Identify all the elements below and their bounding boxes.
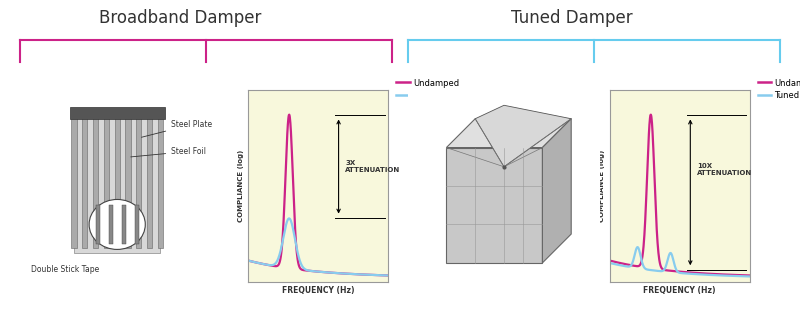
Polygon shape: [475, 105, 571, 167]
Legend: Undamped, Tuned Damping: Undamped, Tuned Damping: [758, 78, 800, 100]
Text: 3X
ATTENUATION: 3X ATTENUATION: [345, 160, 401, 173]
Bar: [114, 115, 120, 247]
Polygon shape: [446, 148, 542, 263]
Bar: [93, 115, 98, 247]
Bar: [122, 205, 126, 244]
Bar: [74, 109, 161, 253]
Bar: [147, 115, 152, 247]
Text: Tuned Damper: Tuned Damper: [511, 9, 633, 27]
Bar: [109, 205, 113, 244]
Text: Double Stick Tape: Double Stick Tape: [31, 265, 99, 274]
Circle shape: [89, 199, 146, 250]
Bar: [70, 107, 165, 119]
Bar: [136, 115, 142, 247]
Bar: [126, 115, 130, 247]
Text: Steel Plate: Steel Plate: [142, 120, 212, 137]
Y-axis label: COMPLIANCE (log): COMPLIANCE (log): [238, 150, 244, 222]
Y-axis label: COMPLIANCE (log): COMPLIANCE (log): [599, 150, 606, 222]
Bar: [82, 115, 87, 247]
Text: Broadband Damper: Broadband Damper: [99, 9, 261, 27]
Bar: [134, 205, 138, 244]
Polygon shape: [446, 119, 571, 148]
Bar: [158, 115, 163, 247]
X-axis label: FREQUENCY (Hz): FREQUENCY (Hz): [282, 286, 354, 295]
Polygon shape: [542, 119, 571, 263]
Legend: Undamped, Broadband Damping: Undamped, Broadband Damping: [396, 78, 500, 100]
Text: 10X
ATTENUATION: 10X ATTENUATION: [697, 162, 752, 176]
Bar: [104, 115, 109, 247]
X-axis label: FREQUENCY (Hz): FREQUENCY (Hz): [643, 286, 716, 295]
Bar: [71, 115, 77, 247]
Bar: [96, 205, 100, 244]
Text: Steel Foil: Steel Foil: [130, 147, 206, 157]
